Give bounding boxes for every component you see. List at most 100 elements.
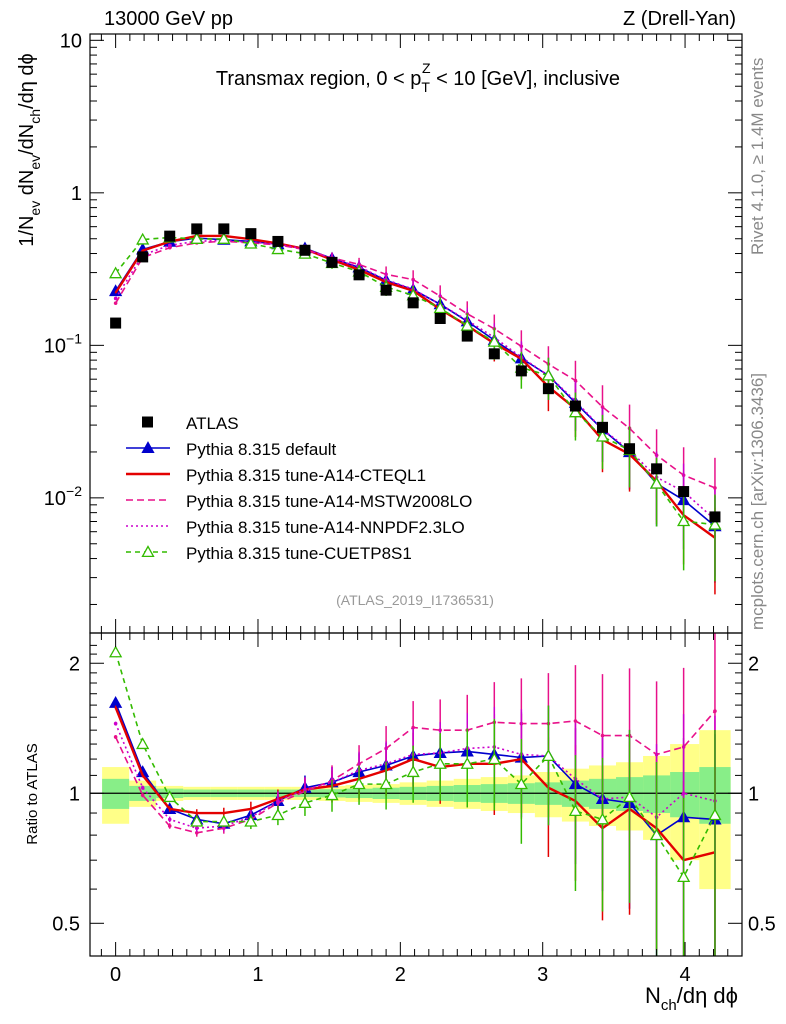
ratio-marker-4	[460, 756, 474, 769]
ratio-dot-2	[140, 793, 145, 797]
atlas-data-point	[326, 256, 338, 268]
atlas-data-point	[461, 330, 473, 342]
x-tick-label: 1	[252, 964, 263, 986]
x-axis-label: Nch/dη dϕ	[645, 983, 738, 1014]
ratio-dot-3	[276, 799, 280, 803]
atlas-data-point	[488, 348, 500, 360]
x-tick-label: 2	[395, 964, 406, 986]
atlas-data-point	[218, 223, 230, 235]
series-marker-4	[271, 242, 285, 255]
series-marker-4	[136, 232, 150, 245]
atlas-data-point	[272, 235, 284, 247]
ratio-marker-4	[136, 737, 150, 750]
series-dot-2	[600, 405, 605, 409]
series-marker-4	[109, 266, 123, 279]
ratio-marker-4	[595, 812, 610, 825]
atlas-data-point	[299, 244, 311, 256]
ratio-band-inner	[102, 778, 130, 809]
ratio-marker-4	[298, 796, 312, 808]
ratio-dot-3	[167, 817, 172, 822]
ratio-y-tick-label: 2	[69, 653, 80, 675]
legend-marker-atlas	[142, 416, 153, 428]
legend-marker-0	[141, 441, 155, 454]
atlas-data-point	[164, 230, 176, 242]
series-marker-4	[568, 405, 583, 418]
series-marker-4	[487, 334, 501, 347]
ratio-y-tick-label: 1	[69, 783, 80, 805]
ratio-dot-3	[303, 787, 307, 792]
ratio-y-tick-label-right: 2	[748, 653, 759, 675]
ratio-dot-3	[681, 791, 686, 796]
y-axis-label: 1/Nev dNev/dNch/dη dϕ	[16, 53, 43, 246]
series-marker-4	[677, 514, 691, 527]
ratio-marker-4	[352, 777, 366, 790]
legend-label-4: Pythia 8.315 tune-CUETP8S1	[186, 544, 412, 563]
ratio-marker-4	[677, 870, 691, 883]
ratio-dot-2	[167, 824, 172, 828]
ratio-dot-2	[600, 733, 605, 738]
analysis-watermark: (ATLAS_2019_I1736531)	[336, 592, 494, 608]
atlas-data-point	[137, 251, 149, 263]
series-marker-4	[460, 318, 474, 331]
series-marker-4	[541, 368, 555, 381]
ratio-marker-4	[217, 814, 231, 827]
ratio-marker-4	[109, 645, 123, 658]
y-tick-label: 10−2	[44, 483, 82, 510]
series-marker-4	[708, 517, 722, 530]
ratio-marker-4	[271, 808, 285, 821]
legend: ATLAS Pythia 8.315 default Pythia 8.315 tu…	[126, 414, 472, 563]
series-marker-4	[433, 301, 447, 314]
ratio-dot-2	[713, 709, 717, 713]
series-dot-2	[573, 378, 578, 383]
process-label: Z (Drell-Yan)	[623, 8, 736, 30]
atlas-data-point	[191, 223, 203, 235]
ratio-marker-4	[649, 828, 664, 841]
series-dot-2	[411, 277, 415, 282]
series-marker-4	[244, 236, 258, 249]
legend-marker-4	[141, 545, 155, 558]
atlas-data-point	[245, 228, 257, 240]
ratio-y-tick-label-right: 0.5	[748, 913, 776, 935]
energy-label: 13000 GeV pp	[104, 8, 233, 30]
series-dot-3	[113, 296, 118, 301]
ratio-y-tick-label: 0.5	[52, 913, 80, 935]
series-dot-2	[713, 486, 717, 490]
ratio-panel	[89, 632, 743, 957]
atlas-data-point	[515, 365, 527, 377]
atlas-data-point	[569, 400, 581, 412]
ratio-curves	[109, 633, 722, 956]
y-tick-label: 10	[60, 30, 82, 52]
series-dot-2	[113, 301, 118, 305]
axes-text: 0 1 2 3 4 10 1 10−1 10−2 2 2 1 1 0.5 0.5 Transmax regio…	[16, 30, 776, 1014]
ratio-marker-4	[379, 777, 393, 790]
main-curves	[109, 223, 722, 595]
ratio-marker-4	[325, 788, 339, 801]
ratio-y-tick-label-right: 1	[748, 783, 759, 805]
atlas-data-point	[624, 443, 636, 455]
atlas-data-point	[709, 511, 721, 523]
series-marker-4	[595, 429, 610, 442]
series-marker-4	[649, 476, 664, 489]
x-tick-label: 0	[110, 964, 121, 986]
atlas-data-point	[651, 463, 663, 475]
atlas-data-point	[380, 284, 392, 296]
x-tick-label: 3	[537, 964, 548, 986]
ratio-frame	[89, 632, 743, 957]
ratio-dot-3	[113, 721, 118, 726]
ratio-marker-4	[708, 808, 722, 821]
atlas-data-point	[434, 312, 446, 324]
x-tick-label: 4	[679, 964, 690, 986]
y-tick-label: 1	[71, 183, 82, 205]
ratio-dot-3	[194, 826, 199, 831]
ratio-marker-4	[433, 756, 447, 769]
legend-label-2: Pythia 8.315 tune-A14-MSTW2008LO	[186, 492, 472, 511]
ratio-marker-4	[244, 814, 258, 827]
legend-label-atlas: ATLAS	[186, 414, 239, 433]
series-marker-4	[190, 232, 204, 244]
legend-label-0: Pythia 8.315 default	[186, 440, 337, 459]
ratio-marker-4	[622, 790, 637, 803]
ratio-marker-4	[541, 749, 555, 762]
chart-title: Transmax region, 0 < pTZ < 10 [GeV], inc…	[216, 60, 620, 95]
atlas-data-point	[110, 317, 122, 329]
